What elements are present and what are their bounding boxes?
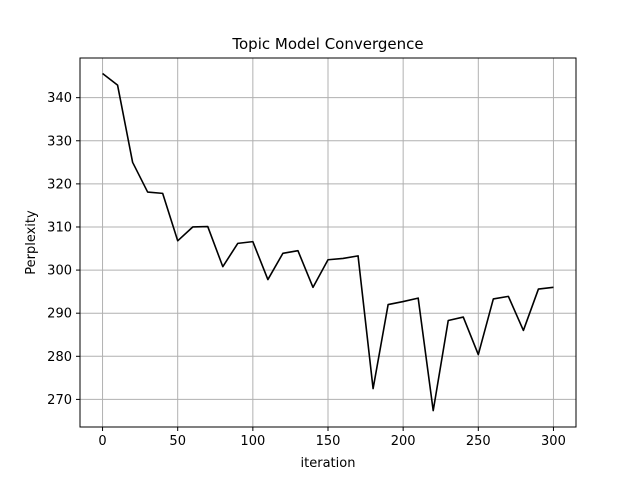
x-tick-label: 0 — [98, 434, 106, 449]
x-tick-label: 100 — [240, 434, 265, 449]
y-tick-label: 330 — [47, 134, 72, 149]
y-axis-title: Perplexity — [24, 210, 39, 275]
y-tick-label: 310 — [47, 220, 72, 235]
y-tick-label: 290 — [47, 307, 72, 322]
x-tick-label: 300 — [541, 434, 566, 449]
x-tick-label: 50 — [169, 434, 186, 449]
x-axis-title: iteration — [301, 456, 356, 471]
grid — [80, 58, 576, 427]
y-tick-label: 300 — [47, 264, 72, 279]
y-tick-label: 320 — [47, 177, 72, 192]
chart-title: Topic Model Convergence — [231, 35, 423, 53]
plot-area — [102, 72, 554, 412]
y-tick-label: 340 — [47, 91, 72, 106]
x-axis: 0 50 100 150 200 250 300 — [98, 427, 566, 449]
y-tick-label: 270 — [47, 393, 72, 408]
x-tick-label: 150 — [316, 434, 341, 449]
y-axis: 270 280 290 300 310 320 330 340 — [47, 91, 80, 408]
series-line — [102, 72, 554, 412]
x-tick-label: 250 — [466, 434, 491, 449]
x-tick-label: 200 — [391, 434, 416, 449]
y-tick-label: 280 — [47, 350, 72, 365]
